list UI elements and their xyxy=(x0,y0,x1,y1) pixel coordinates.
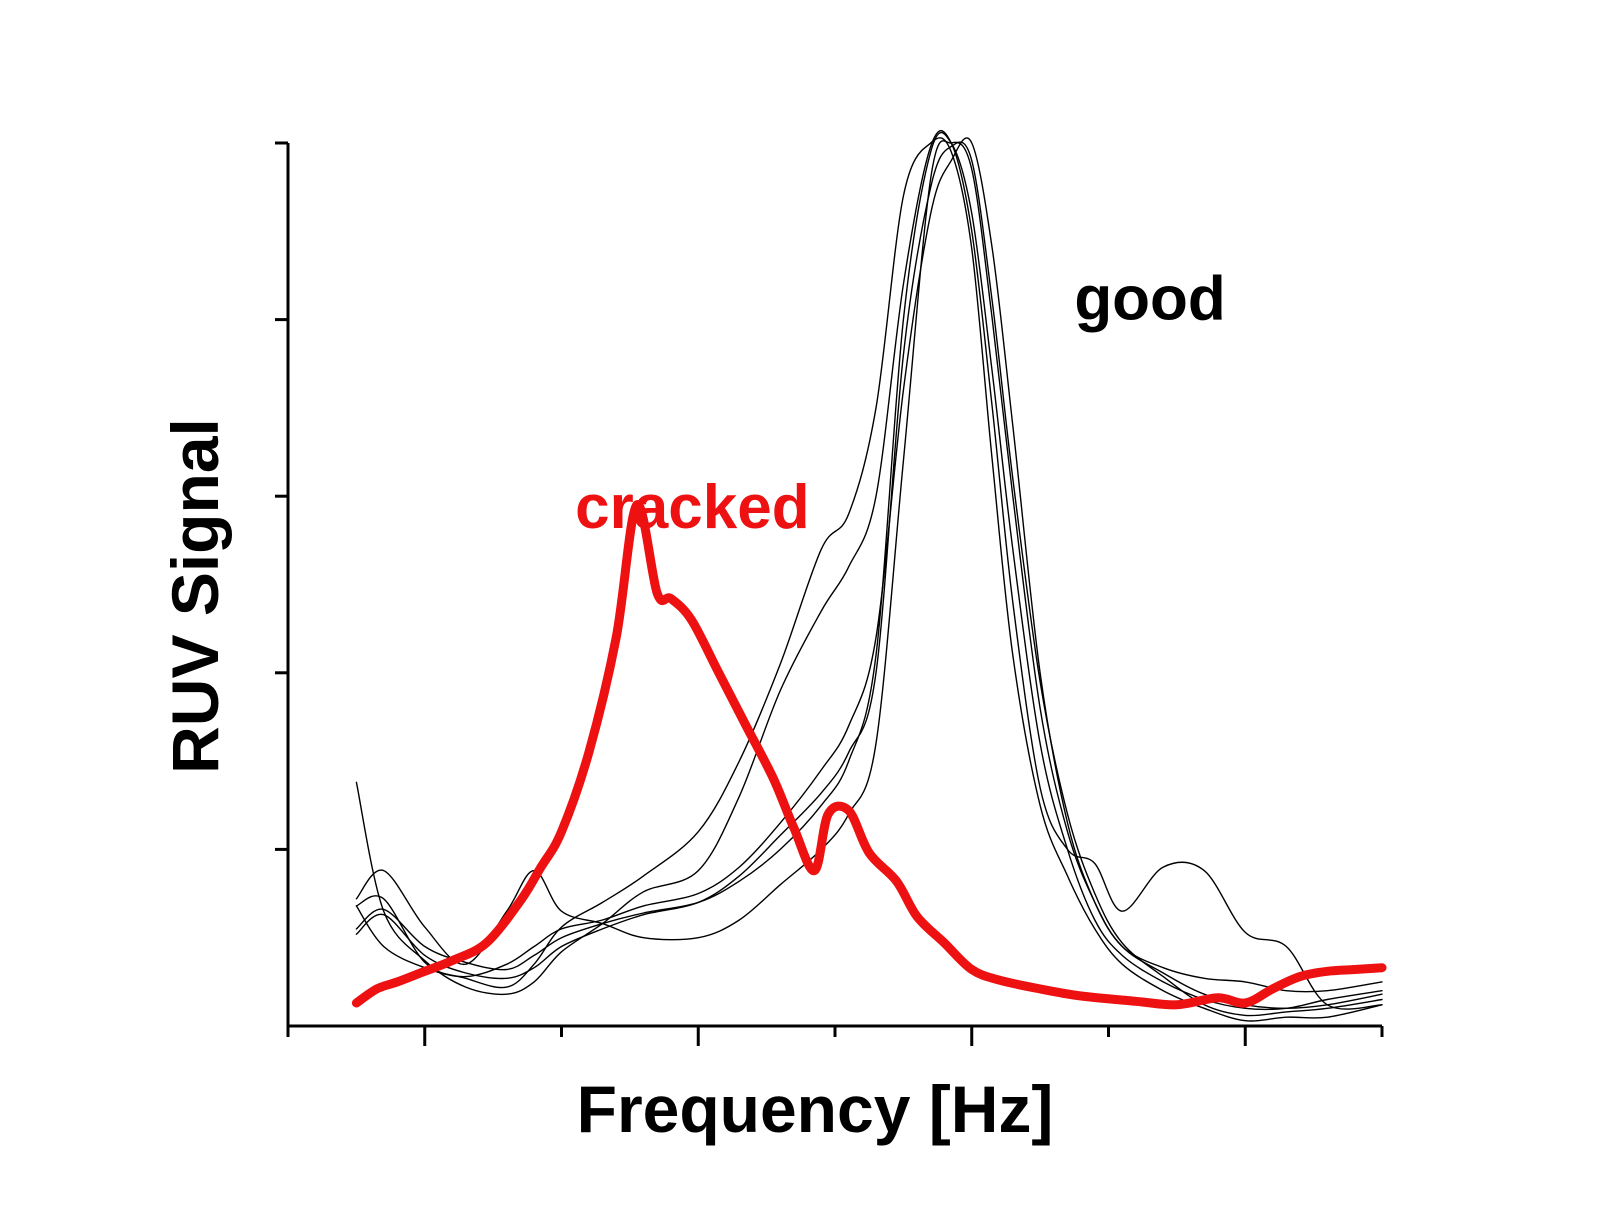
annotation-cracked: cracked xyxy=(575,473,809,542)
annotation-good: good xyxy=(1074,265,1226,334)
axes xyxy=(275,141,1384,1046)
series-line-good-4 xyxy=(355,141,1383,1017)
x-axis-title: Frequency [Hz] xyxy=(577,1072,1054,1146)
annotation-layer: cracked good xyxy=(575,265,1226,542)
series-line-good-6 xyxy=(355,131,1383,1011)
series-line-good-1 xyxy=(355,129,1383,1010)
y-axis-title: RUV Signal xyxy=(158,418,232,774)
series-line-cracked xyxy=(351,500,1387,1010)
series-line-good-3 xyxy=(355,137,1383,1022)
series-layer xyxy=(351,129,1387,1022)
series-line-good-5 xyxy=(355,137,1383,1009)
series-line-good-2 xyxy=(355,140,1383,993)
